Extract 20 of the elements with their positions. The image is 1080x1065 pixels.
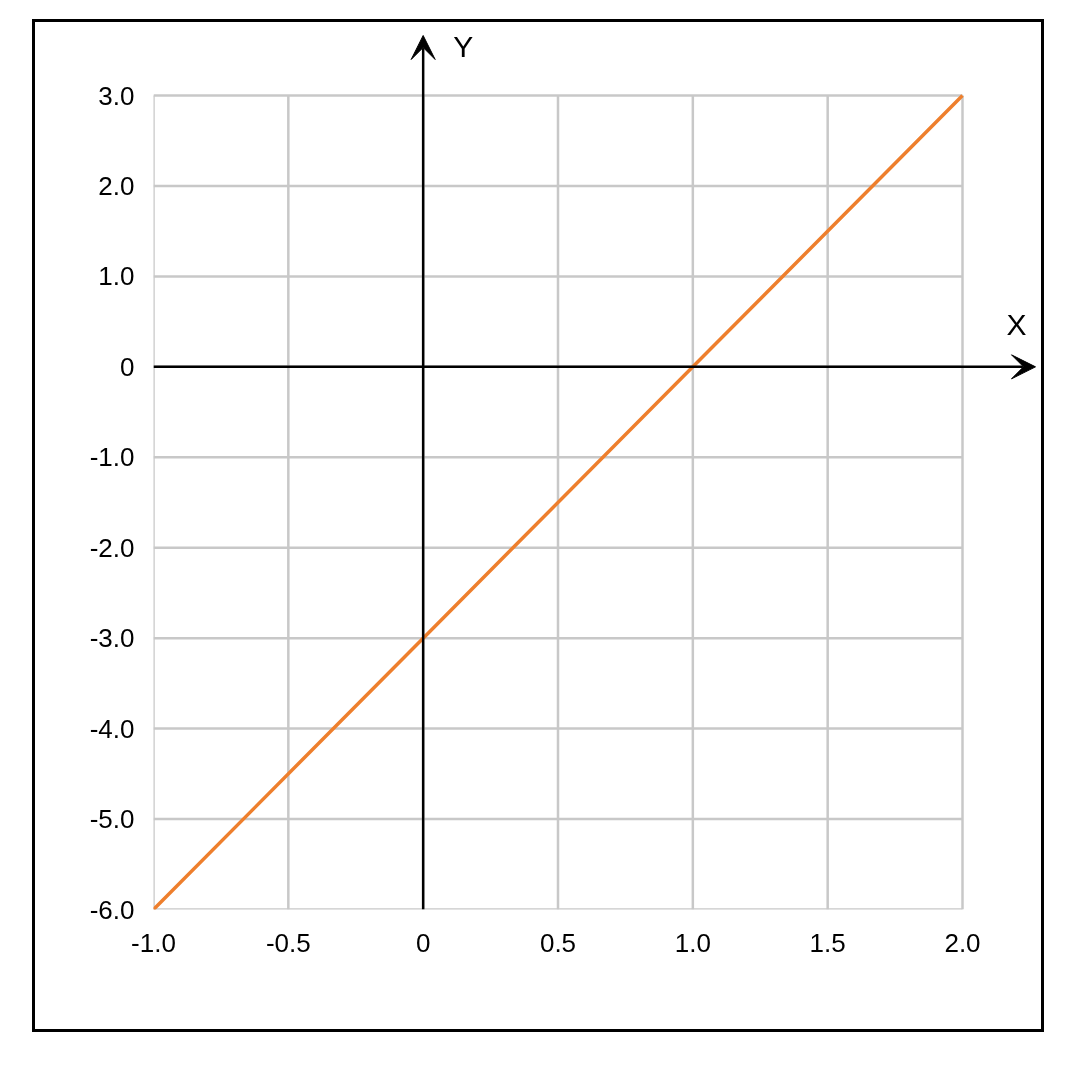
y-tick-label: 2.0 <box>98 170 135 201</box>
x-tick-label: 0.5 <box>539 927 577 958</box>
x-tick-label: 2.0 <box>944 927 981 958</box>
x-tick-label: 0 <box>415 927 431 958</box>
y-tick-label: 0 <box>120 351 135 382</box>
y-tick-label: -4.0 <box>89 713 135 744</box>
x-tick-label: -1.0 <box>131 927 176 958</box>
line-series <box>153 93 965 910</box>
x-tick-label: 1.0 <box>674 927 711 958</box>
y-axis-title: Y <box>453 29 474 63</box>
y-tick-label: 1.0 <box>98 261 135 292</box>
x-axis-title: X <box>1006 307 1027 341</box>
y-tick-label: -2.0 <box>89 532 135 563</box>
y-tick-label: -6.0 <box>89 894 135 925</box>
y-tick-label: -3.0 <box>89 623 135 654</box>
x-tick-label: 1.5 <box>809 927 846 958</box>
y-tick-label: -5.0 <box>89 804 135 835</box>
y-tick-label: 3.0 <box>98 80 135 111</box>
y-tick-label: -1.0 <box>89 442 135 473</box>
x-tick-label: -0.5 <box>265 927 311 958</box>
